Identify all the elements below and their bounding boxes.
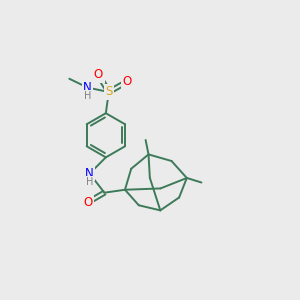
Text: O: O [122, 75, 132, 88]
Text: H: H [86, 177, 93, 187]
Text: N: N [83, 81, 92, 94]
Text: O: O [94, 68, 103, 81]
Text: O: O [83, 196, 93, 208]
Text: S: S [105, 85, 112, 98]
Text: H: H [84, 91, 91, 101]
Text: N: N [85, 167, 94, 180]
